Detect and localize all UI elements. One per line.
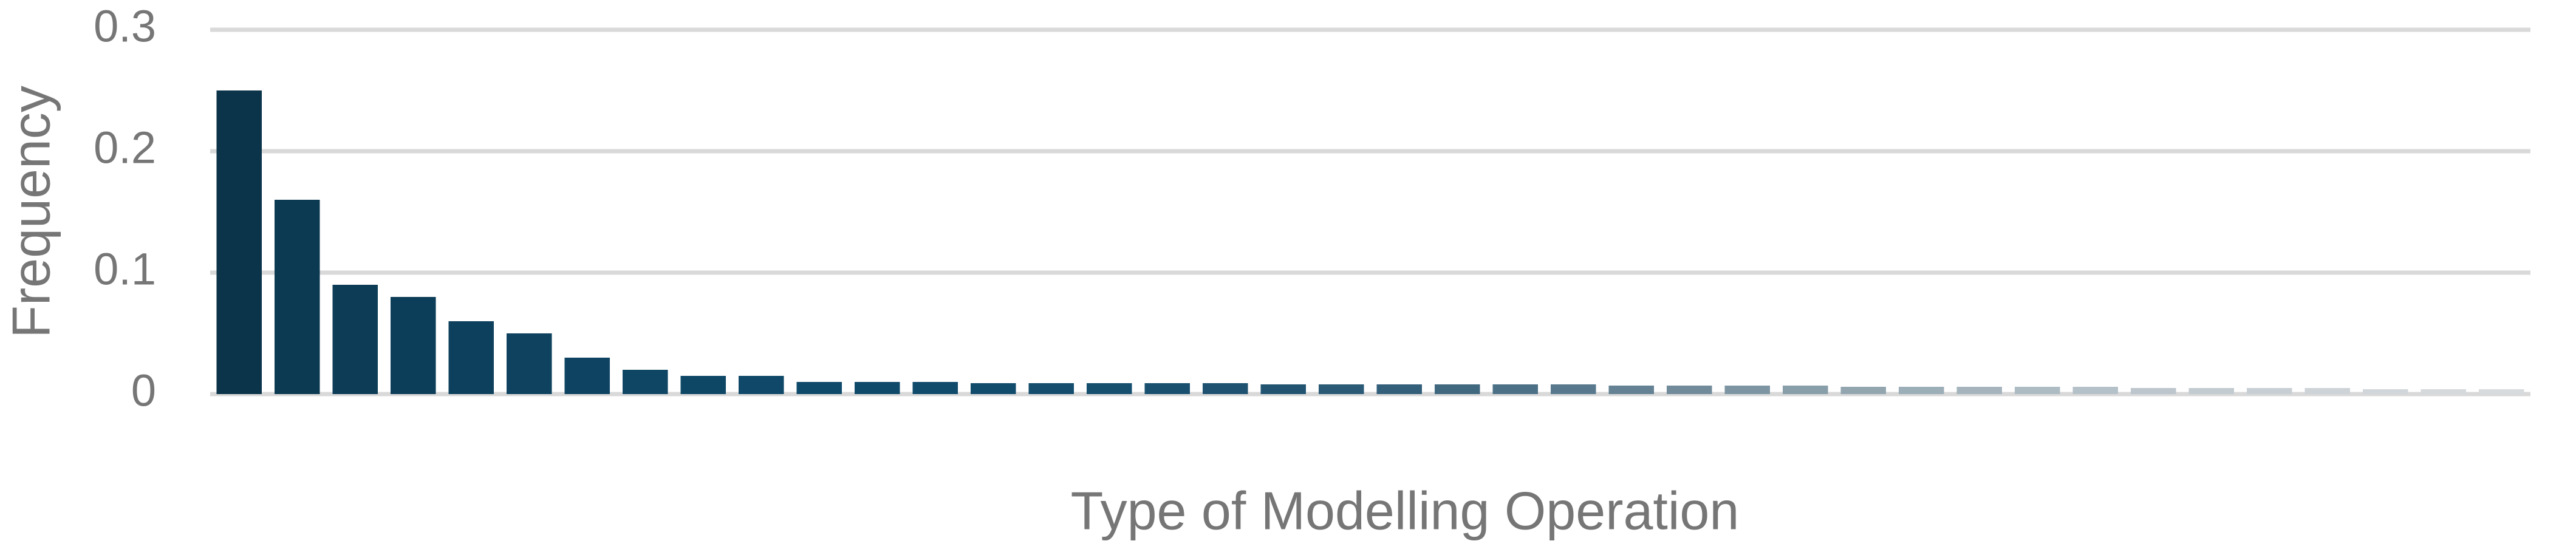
bar [1028, 383, 1074, 394]
bar [216, 90, 262, 394]
bar [332, 285, 378, 394]
y-tick-label: 0.1 [94, 244, 156, 295]
bar [507, 333, 552, 394]
bar [448, 321, 494, 394]
bar [1319, 384, 1364, 394]
y-tick-label: 0.2 [94, 123, 156, 173]
bar [1492, 384, 1538, 394]
bar [971, 383, 1016, 394]
bar [2072, 387, 2118, 394]
bar [855, 382, 900, 394]
bar [1203, 383, 1248, 394]
bar [2131, 388, 2176, 394]
x-axis-title: Type of Modelling Operation [1071, 480, 1740, 540]
bar [1376, 384, 1422, 394]
bar [796, 382, 842, 394]
bar [2188, 388, 2234, 394]
bar [1956, 387, 2002, 394]
bar [1667, 386, 1712, 394]
bar [1260, 384, 1306, 394]
bar [912, 382, 958, 394]
bar [1840, 387, 1886, 394]
bar [2363, 389, 2408, 394]
bar [1724, 386, 1770, 394]
bar [2421, 389, 2466, 394]
bar [623, 370, 668, 394]
bar [2015, 387, 2060, 394]
bar [739, 376, 784, 394]
bar [1899, 387, 1944, 394]
bar [564, 358, 610, 394]
bar [391, 297, 436, 394]
bar [680, 376, 726, 394]
bar [1608, 386, 1654, 394]
bar [1144, 383, 1190, 394]
bar [1551, 384, 1596, 394]
bar [2247, 388, 2292, 394]
bar [2479, 389, 2524, 394]
bar [2304, 388, 2350, 394]
y-tick-label: 0.3 [94, 1, 156, 52]
bar [1087, 383, 1132, 394]
y-axis-title: Frequency [1, 86, 61, 338]
y-tick-label: 0 [131, 366, 156, 416]
bar [1435, 384, 1480, 394]
bar [1783, 386, 1828, 394]
bar [275, 200, 320, 394]
